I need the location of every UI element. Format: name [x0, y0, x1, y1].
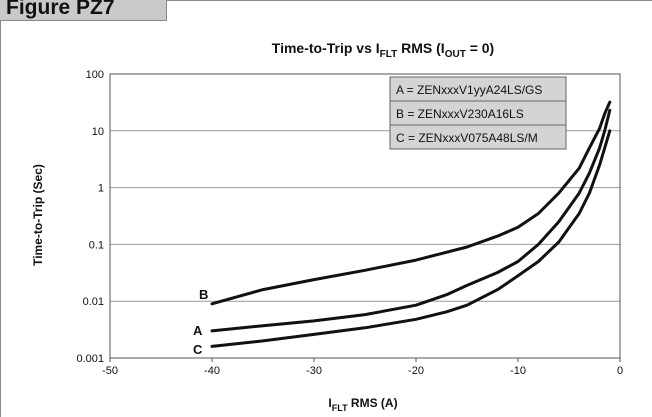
- figure-frame: [0, 20, 652, 417]
- y-tick-label: 100: [86, 69, 104, 81]
- x-tick-label: -30: [306, 365, 322, 377]
- curve-label-a: A: [193, 323, 203, 338]
- chart-title-main: Time-to-Trip vs I: [272, 40, 380, 56]
- x-axis-label-main: I: [328, 396, 331, 410]
- x-tick-label: -20: [408, 365, 424, 377]
- x-tick-label: -10: [510, 365, 526, 377]
- x-tick-label: -40: [204, 365, 220, 377]
- chart-title-end: = 0): [466, 40, 494, 56]
- x-axis-label-sub: FLT: [332, 403, 348, 413]
- curve-label-b: B: [199, 287, 208, 302]
- chart-title-mid: RMS (I: [397, 40, 444, 56]
- chart-title: Time-to-Trip vs IFLT RMS (IOUT = 0): [272, 40, 494, 60]
- series-line-b: [210, 100, 612, 306]
- legend-entry-b: B = ZENxxxV230A16LS: [396, 107, 524, 121]
- x-tick-label: 0: [617, 365, 623, 377]
- y-tick-label: 0.1: [89, 239, 104, 251]
- curve-label-c: C: [193, 342, 203, 357]
- y-tick-label: 1: [98, 183, 104, 195]
- chart-title-sub: FLT: [380, 49, 398, 60]
- y-tick-label: 10: [92, 126, 104, 138]
- axis-layer: 0.001 0.01 0.1 1 10 100 -50 -40 -30 -20 -10 0: [76, 69, 623, 377]
- x-tick-label: -50: [102, 365, 118, 377]
- figure-top-rule: [166, 0, 652, 1]
- series-layer: [210, 100, 612, 348]
- legend: A = ZENxxxV1yyA24LS/GS B = ZENxxxV230A16…: [389, 76, 567, 150]
- figure-label: Figure PZ7: [6, 0, 115, 19]
- grid-layer: [110, 130, 620, 302]
- y-axis-label: Time-to-Trip (Sec): [31, 164, 45, 266]
- legend-box: [389, 76, 567, 150]
- y-tick-label: 0.01: [83, 296, 104, 308]
- series-line-c: [210, 129, 612, 348]
- x-axis-label: IFLT RMS (A): [328, 396, 397, 413]
- legend-entry-a: A = ZENxxxV1yyA24LS/GS: [396, 83, 542, 97]
- series-line-a: [210, 108, 612, 333]
- y-tick-label: 0.001: [76, 353, 104, 365]
- legend-entry-c: C = ZENxxxV075A48LS/M: [396, 131, 538, 145]
- figure-label-tab: Figure PZ7: [0, 0, 167, 21]
- plot-area-border: [109, 73, 621, 359]
- x-axis-label-end: RMS (A): [348, 396, 398, 410]
- chart-title-sub2: OUT: [445, 49, 466, 60]
